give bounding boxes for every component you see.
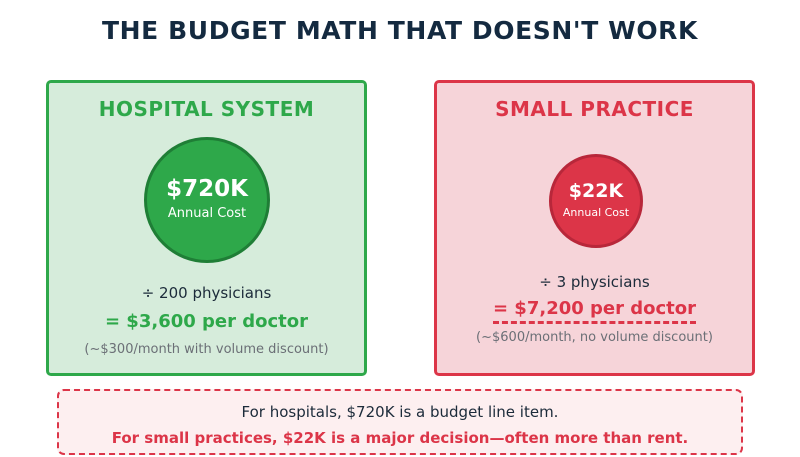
hospital-physician-divisor: ÷ 200 physicians <box>141 284 272 302</box>
small-per-doctor-cost: = $7,200 per doctor <box>437 298 752 324</box>
callout-hospital-line: For hospitals, $720K is a budget line it… <box>241 403 559 421</box>
hospital-system-panel: HOSPITAL SYSTEM $720K Annual Cost ÷ 200 … <box>46 80 367 376</box>
hospital-per-doctor-cost: = $3,600 per doctor <box>49 311 364 334</box>
hospital-annual-cost-caption: Annual Cost <box>167 206 247 222</box>
small-annual-cost-caption: Annual Cost <box>562 206 630 220</box>
page-title: THE BUDGET MATH THAT DOESN'T WORK <box>102 16 698 45</box>
hospital-annual-cost: $720K <box>166 175 248 202</box>
hospital-panel-heading: HOSPITAL SYSTEM <box>98 97 315 121</box>
hospital-monthly-note: (~$300/month with volume discount) <box>84 342 329 357</box>
hospital-cost-circle: $720K Annual Cost <box>144 137 270 263</box>
small-practice-panel: SMALL PRACTICE $22K Annual Cost ÷ 3 phys… <box>434 80 755 376</box>
small-annual-cost: $22K <box>568 180 624 203</box>
small-physician-divisor: ÷ 3 physicians <box>539 273 650 291</box>
small-panel-heading: SMALL PRACTICE <box>495 97 694 121</box>
conclusion-callout: For hospitals, $720K is a budget line it… <box>57 389 743 455</box>
hospital-per-doctor-text: = $3,600 per doctor <box>104 311 309 332</box>
small-cost-circle: $22K Annual Cost <box>549 154 643 248</box>
small-per-doctor-text: = $7,200 per doctor <box>492 298 697 324</box>
small-monthly-note: (~$600/month, no volume discount) <box>476 330 713 345</box>
callout-small-practice-line: For small practices, $22K is a major dec… <box>111 429 689 447</box>
